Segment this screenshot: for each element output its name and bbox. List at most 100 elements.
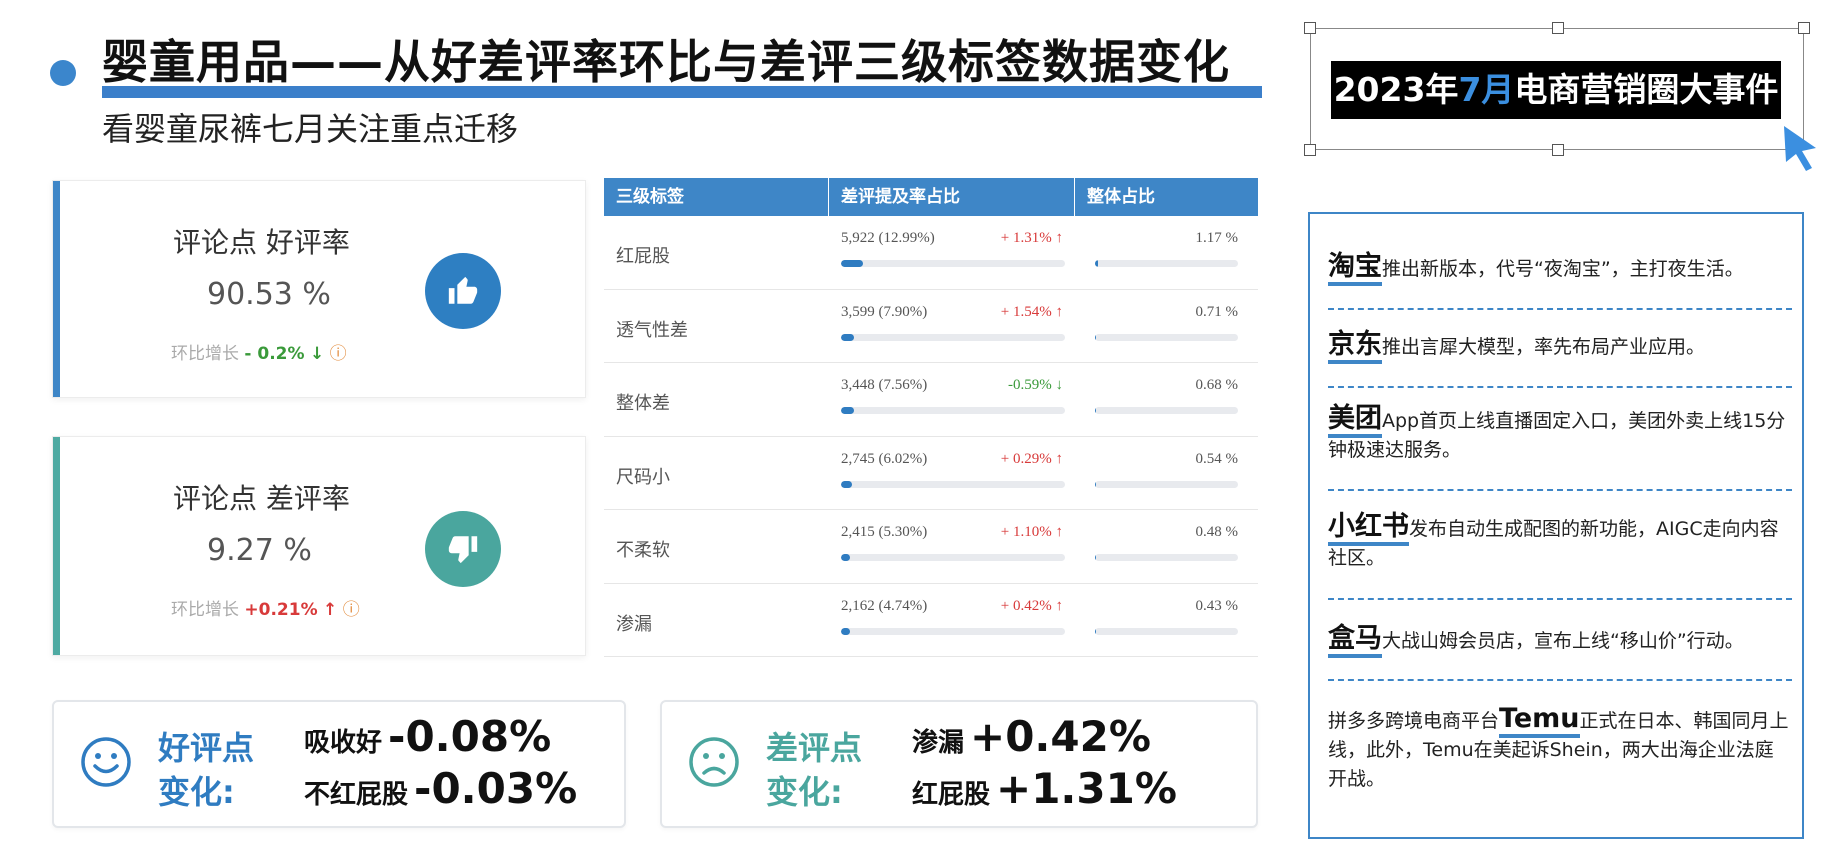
thumbs-up-icon — [425, 253, 501, 329]
mention-bar-track — [841, 627, 1065, 635]
card-label: 评论点 差评率 — [173, 482, 350, 515]
overall-bar — [1095, 480, 1097, 488]
summary-item: 红屁股 +1.31% — [912, 764, 1177, 813]
mention-bar — [841, 260, 864, 267]
tag-table: 三级标签 差评提及率占比 整体占比 红屁股 5,922 (12.99%) + 1.3… — [604, 178, 1258, 657]
summary-item: 渗漏 +0.42% — [912, 712, 1151, 761]
summary-item: 不红屁股 -0.03% — [304, 764, 577, 813]
tag-cell: 透气性差 — [616, 319, 688, 341]
frown-icon — [689, 737, 739, 787]
mention-bar-track — [841, 554, 1065, 561]
resize-handle[interactable] — [1552, 22, 1564, 34]
table-body: 红屁股 5,922 (12.99%) + 1.31% ↑ 1.17 % 透气性差 3,59… — [604, 216, 1258, 657]
tag-cell: 渗漏 — [616, 613, 652, 635]
info-icon: ⓘ — [342, 600, 360, 620]
label-line: 好评点 — [158, 729, 255, 767]
list-item: 拼多多跨境电商平台Temu正式在日本、韩国同月上线，此外，Temu在美起诉She… — [1328, 703, 1792, 794]
resize-handle[interactable] — [1552, 144, 1564, 156]
mention-bar-track — [841, 260, 1065, 267]
smile-icon — [81, 737, 131, 787]
summary-key: 吸收好 — [304, 728, 383, 758]
mention-change: + 1.10% ↑ — [1000, 524, 1063, 540]
overall-cell: 0.54 % — [1075, 437, 1258, 510]
info-icon: ⓘ — [329, 344, 347, 364]
event-title: 2023年7月电商营销圈大事件 — [1331, 61, 1781, 119]
down-arrow-icon: ↓ — [309, 344, 325, 364]
event-title-selection[interactable]: 2023年7月电商营销圈大事件 — [1304, 22, 1810, 156]
mention-count: 2,415 (5.30%) — [841, 524, 928, 540]
event-text: 推出言犀大模型，率先布局产业应用。 — [1382, 336, 1706, 358]
tag-cell: 红屁股 — [616, 246, 670, 267]
good-summary-box: 好评点 变化: 吸收好 -0.08% 不红屁股 -0.03% — [52, 700, 626, 828]
label-line: 差评点 — [766, 729, 863, 767]
overall-bar-track — [1095, 480, 1238, 488]
resize-handle[interactable] — [1304, 144, 1316, 156]
mention-cell: 2,162 (4.74%) + 0.42% ↑ — [829, 584, 1075, 657]
overall-bar — [1095, 407, 1097, 414]
mention-cell: 3,448 (7.56%) -0.59% ↓ — [829, 363, 1075, 436]
page-subtitle: 看婴童尿裤七月关注重点迁移 — [102, 110, 519, 148]
mention-change: + 0.42% ↑ — [1000, 597, 1063, 614]
event-text: 正式在日本、韩国同月上线，此外，Temu在美起诉Shein，两大出海企业法庭开战… — [1328, 710, 1789, 790]
mention-count: 2,162 (4.74%) — [841, 597, 928, 614]
list-item: 淘宝推出新版本，代号“夜淘宝”，主打夜生活。 — [1328, 251, 1792, 286]
card-stripe — [53, 181, 60, 397]
table-row: 透气性差 3,599 (7.90%) + 1.54% ↑ 0.71 % — [604, 290, 1258, 363]
mention-change: + 1.31% ↑ — [1000, 230, 1063, 246]
mention-cell: 3,599 (7.90%) + 1.54% ↑ — [829, 290, 1075, 363]
list-item: 美团App首页上线直播固定入口，美团外卖上线15分钟极速达服务。 — [1328, 403, 1792, 465]
overall-bar — [1095, 627, 1097, 635]
summary-key: 渗漏 — [912, 728, 965, 758]
overall-bar-track — [1095, 333, 1238, 341]
mention-count: 5,922 (12.99%) — [841, 230, 935, 246]
event-text: App首页上线直播固定入口，美团外卖上线15分钟极速达服务。 — [1328, 410, 1786, 461]
header-overall: 整体占比 — [1087, 187, 1155, 207]
summary-value: +0.42% — [970, 712, 1151, 761]
title-highlight: 7月 — [1458, 70, 1515, 109]
growth-value: - 0.2% — [244, 344, 305, 364]
overall-bar — [1095, 333, 1097, 341]
card-growth: 环比增长 - 0.2% ↓ ⓘ — [171, 339, 347, 364]
divider — [1328, 679, 1792, 681]
bad-summary-label: 差评点 变化: — [766, 726, 862, 814]
overall-bar-track — [1095, 260, 1238, 267]
brand-name: 盒马 — [1328, 623, 1382, 658]
card-value: 90.53 % — [207, 277, 331, 312]
summary-key: 红屁股 — [912, 780, 991, 810]
mention-cell: 5,922 (12.99%) + 1.31% ↑ — [829, 216, 1075, 289]
bad-rate-card: 评论点 差评率 9.27 % 环比增长 +0.21% ↑ ⓘ — [52, 436, 586, 656]
resize-handle[interactable] — [1304, 22, 1316, 34]
bad-summary-box: 差评点 变化: 渗漏 +0.42% 红屁股 +1.31% — [660, 700, 1258, 828]
overall-cell: 0.71 % — [1075, 290, 1258, 363]
header-tag: 三级标签 — [604, 178, 829, 216]
summary-value: +1.31% — [996, 764, 1177, 813]
mention-cell: 2,745 (6.02%) + 0.29% ↑ — [829, 437, 1075, 510]
title-part: 2023年 — [1333, 70, 1459, 109]
summary-key: 不红屁股 — [304, 780, 409, 810]
overall-bar — [1095, 554, 1097, 561]
mention-cell: 2,415 (5.30%) + 1.10% ↑ — [829, 510, 1075, 583]
summary-value: -0.03% — [414, 764, 578, 813]
overall-bar-track — [1095, 554, 1238, 561]
brand-name: 淘宝 — [1328, 251, 1382, 286]
tag-cell: 尺码小 — [616, 466, 670, 488]
mention-bar — [841, 407, 855, 414]
growth-label: 环比增长 — [171, 600, 239, 620]
event-text: 拼多多跨境电商平台 — [1328, 710, 1500, 732]
card-label: 评论点 好评率 — [173, 226, 350, 259]
list-item: 京东推出言犀大模型，率先布局产业应用。 — [1328, 329, 1792, 364]
title-bullet — [50, 60, 76, 86]
overall-bar-track — [1095, 407, 1238, 414]
mention-bar-track — [841, 480, 1065, 488]
mention-bar-track — [841, 407, 1065, 414]
tag-cell: 整体差 — [616, 393, 670, 414]
divider — [1328, 386, 1792, 388]
resize-handle[interactable] — [1798, 22, 1810, 34]
good-summary-label: 好评点 变化: — [158, 726, 254, 814]
mention-bar — [841, 627, 850, 635]
event-text: 发布自动生成配图的新功能，AIGC走向内容社区。 — [1328, 518, 1779, 569]
up-arrow-icon: ↑ — [323, 600, 338, 620]
card-stripe — [53, 437, 60, 655]
mention-count: 3,599 (7.90%) — [841, 303, 928, 320]
table-row: 不柔软 2,415 (5.30%) + 1.10% ↑ 0.48 % — [604, 510, 1258, 584]
